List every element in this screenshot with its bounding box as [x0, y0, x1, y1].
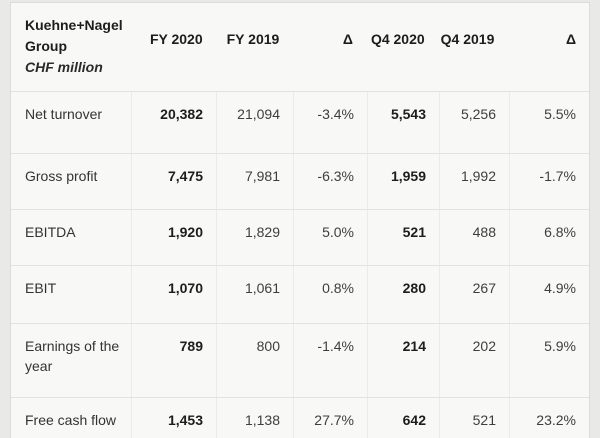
- cell-q4-2020: 642: [367, 398, 439, 438]
- cell-fy-2020: 20,382: [131, 92, 216, 153]
- cell-q4-2020: 521: [367, 210, 439, 265]
- cell-q4-2019: 521: [439, 398, 509, 438]
- cell-delta-q4: 5.5%: [509, 92, 589, 153]
- table-row: Earnings of the year 789 800 -1.4% 214 2…: [11, 323, 589, 397]
- column-header-fy-2019: FY 2019: [226, 31, 280, 47]
- cell-delta-fy: -6.3%: [293, 154, 367, 209]
- row-label: Free cash flow: [25, 412, 117, 428]
- row-label: EBIT: [25, 280, 57, 296]
- table-title-cell: Kuehne+Nagel Group CHF million: [11, 3, 131, 91]
- cell-q4-2019: 5,256: [439, 92, 509, 153]
- row-label: Net turnover: [25, 106, 103, 122]
- column-header-q4-2020: Q4 2020: [370, 31, 425, 47]
- table-row: EBITDA 1,920 1,829 5.0% 521 488 6.8%: [11, 209, 589, 265]
- cell-fy-2020: 789: [131, 324, 216, 397]
- table-row: Net turnover 20,382 21,094 -3.4% 5,543 5…: [11, 91, 589, 153]
- table-unit-label: CHF million: [25, 59, 103, 75]
- column-header-delta-fy: Δ: [342, 31, 353, 47]
- cell-fy-2020: 1,070: [131, 266, 216, 323]
- cell-fy-2020: 7,475: [131, 154, 216, 209]
- row-label: EBITDA: [25, 224, 76, 240]
- cell-q4-2020: 214: [367, 324, 439, 397]
- financial-results-table: Kuehne+Nagel Group CHF million FY 2020 F…: [10, 2, 590, 438]
- cell-delta-q4: 5.9%: [509, 324, 589, 397]
- cell-fy-2020: 1,920: [131, 210, 216, 265]
- cell-fy-2020: 1,453: [131, 398, 216, 438]
- cell-q4-2020: 5,543: [367, 92, 439, 153]
- cell-delta-fy: 27.7%: [293, 398, 367, 438]
- cell-q4-2019: 488: [439, 210, 509, 265]
- table-row: Free cash flow 1,453 1,138 27.7% 642 521…: [11, 397, 589, 438]
- cell-fy-2019: 7,981: [216, 154, 293, 209]
- cell-delta-q4: -1.7%: [509, 154, 589, 209]
- cell-fy-2019: 21,094: [216, 92, 293, 153]
- cell-delta-fy: 5.0%: [293, 210, 367, 265]
- row-label: Gross profit: [25, 168, 98, 184]
- cell-q4-2020: 1,959: [367, 154, 439, 209]
- row-label: Earnings of the year: [25, 338, 120, 374]
- cell-q4-2020: 280: [367, 266, 439, 323]
- column-header-fy-2020: FY 2020: [149, 31, 203, 47]
- column-header-q4-2019: Q4 2019: [440, 31, 495, 47]
- cell-delta-q4: 6.8%: [509, 210, 589, 265]
- table-row: Gross profit 7,475 7,981 -6.3% 1,959 1,9…: [11, 153, 589, 209]
- table-row: EBIT 1,070 1,061 0.8% 280 267 4.9%: [11, 265, 589, 323]
- cell-delta-fy: -1.4%: [293, 324, 367, 397]
- table-header-row: Kuehne+Nagel Group CHF million FY 2020 F…: [11, 3, 589, 91]
- cell-q4-2019: 1,992: [439, 154, 509, 209]
- cell-delta-fy: 0.8%: [293, 266, 367, 323]
- cell-fy-2019: 1,829: [216, 210, 293, 265]
- cell-fy-2019: 1,061: [216, 266, 293, 323]
- cell-q4-2019: 267: [439, 266, 509, 323]
- cell-delta-fy: -3.4%: [293, 92, 367, 153]
- table-title: Kuehne+Nagel Group: [25, 17, 123, 54]
- cell-delta-q4: 4.9%: [509, 266, 589, 323]
- cell-q4-2019: 202: [439, 324, 509, 397]
- cell-fy-2019: 800: [216, 324, 293, 397]
- cell-delta-q4: 23.2%: [509, 398, 589, 438]
- cell-fy-2019: 1,138: [216, 398, 293, 438]
- column-header-delta-q4: Δ: [565, 31, 577, 47]
